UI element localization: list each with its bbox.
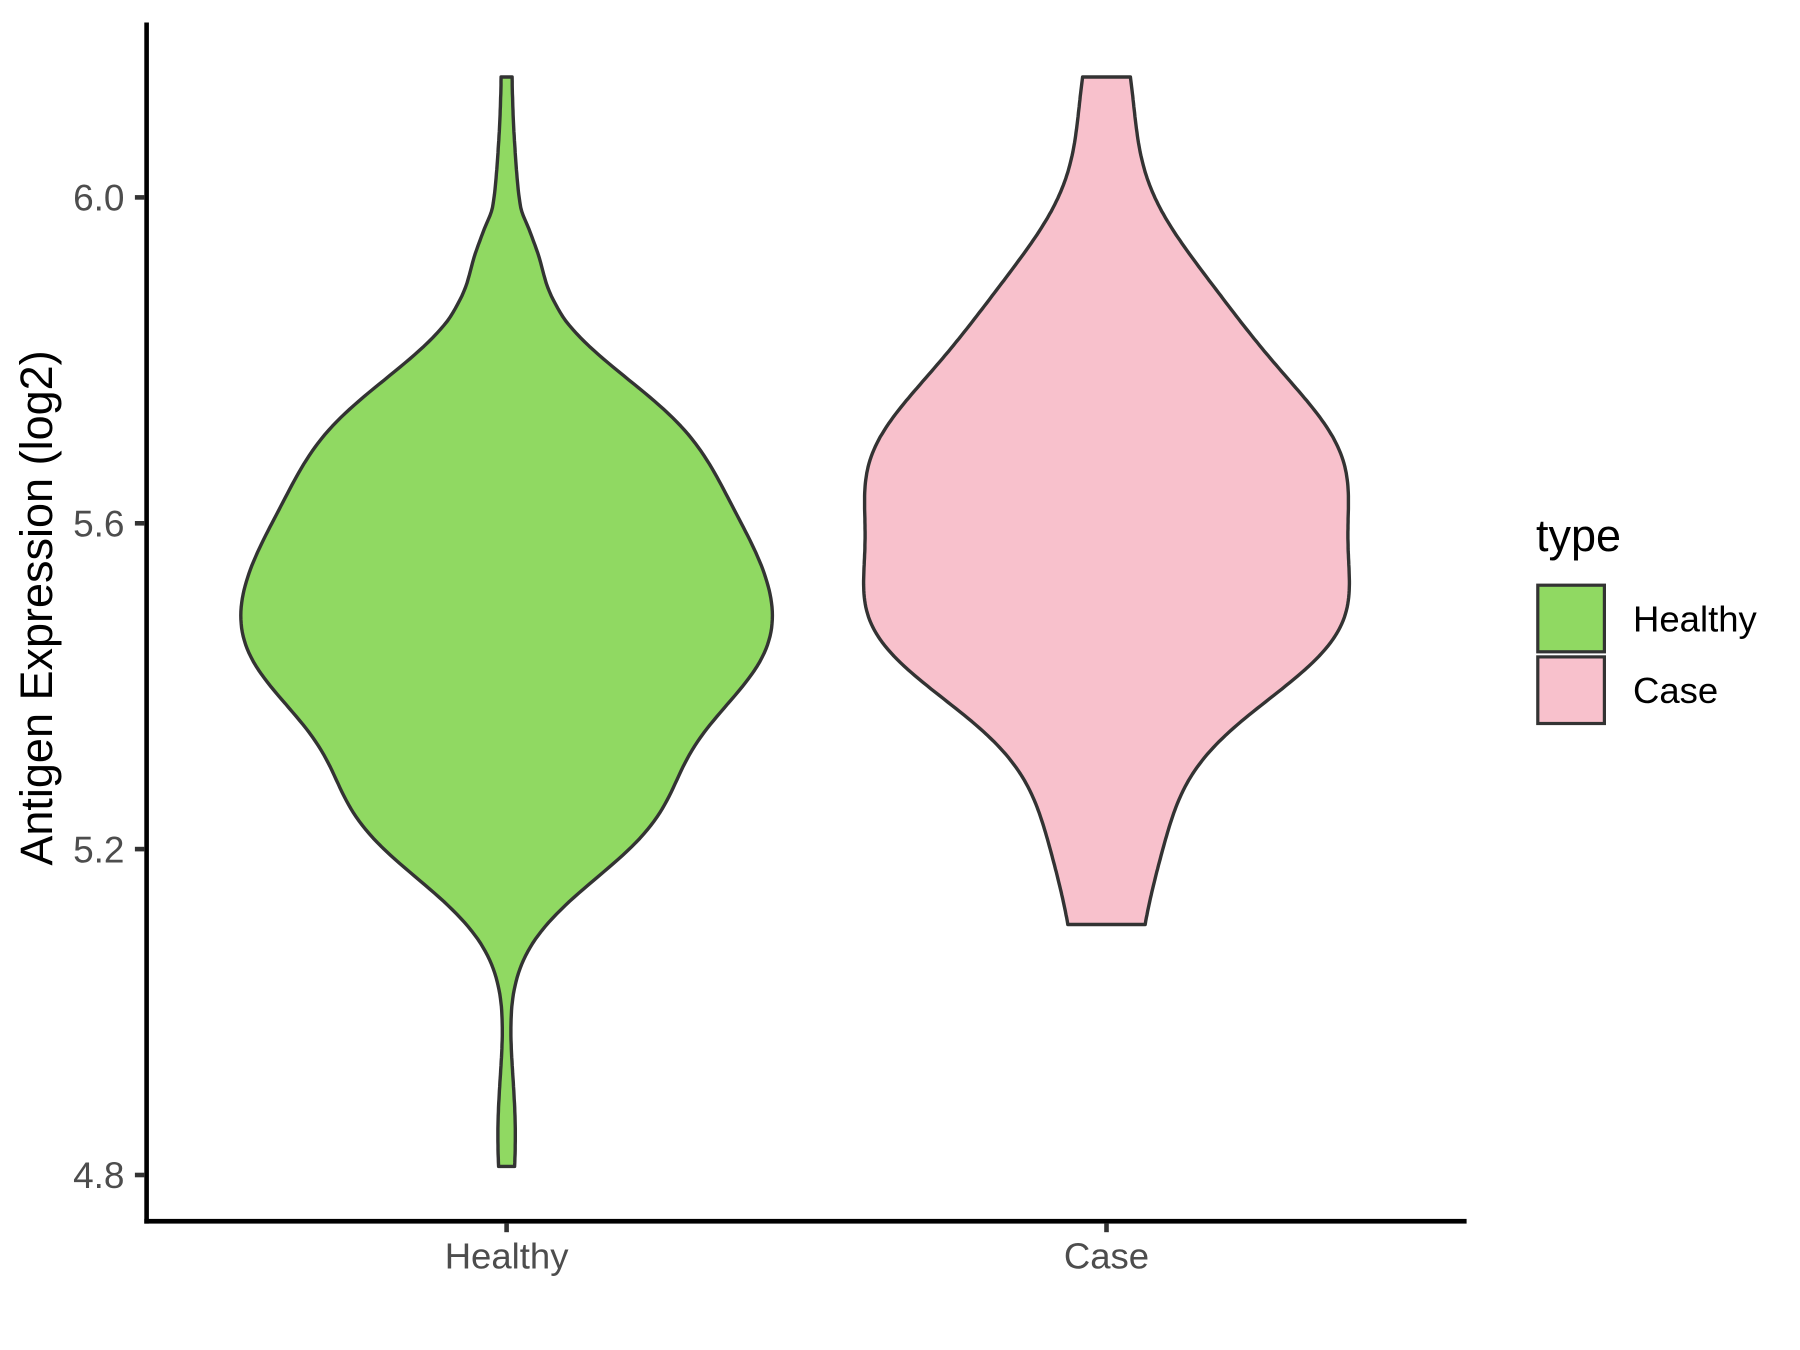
svg-text:Antigen Expression (log2): Antigen Expression (log2) bbox=[11, 350, 62, 865]
svg-text:6.0: 6.0 bbox=[73, 178, 124, 219]
svg-text:Healthy: Healthy bbox=[1633, 599, 1758, 640]
svg-text:5.2: 5.2 bbox=[73, 829, 124, 870]
svg-text:Healthy: Healthy bbox=[445, 1236, 570, 1277]
svg-text:Case: Case bbox=[1633, 670, 1718, 711]
svg-text:5.6: 5.6 bbox=[73, 504, 124, 545]
svg-text:type: type bbox=[1536, 510, 1621, 561]
svg-text:4.8: 4.8 bbox=[73, 1155, 124, 1196]
svg-text:Case: Case bbox=[1064, 1236, 1149, 1277]
